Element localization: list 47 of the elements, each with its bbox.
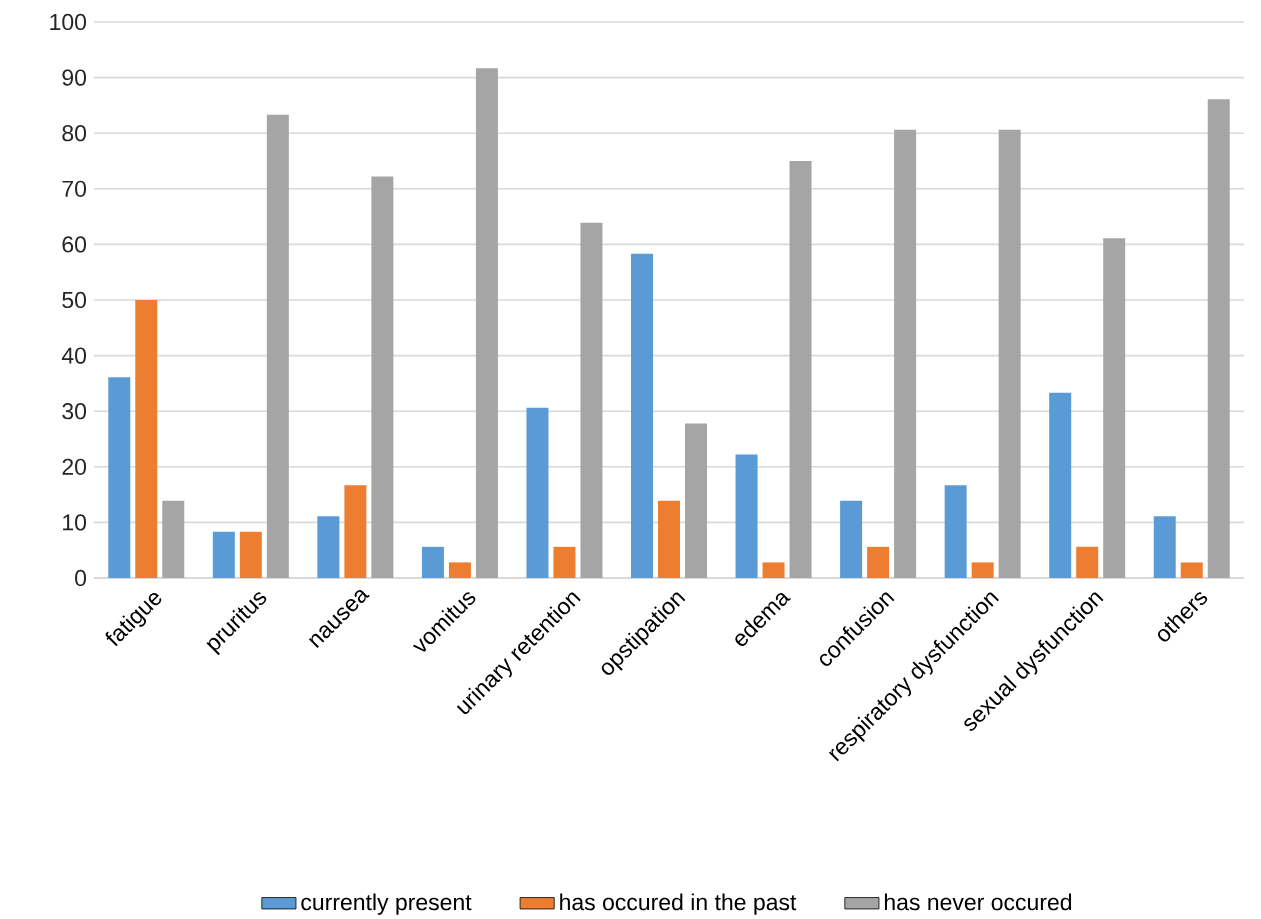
bar bbox=[1207, 99, 1230, 578]
y-tick-label: 50 bbox=[62, 291, 87, 309]
bar bbox=[553, 546, 576, 578]
bar bbox=[580, 222, 603, 578]
bar bbox=[685, 423, 708, 578]
bar bbox=[894, 129, 917, 578]
bar bbox=[971, 562, 994, 578]
bar bbox=[239, 531, 262, 578]
legend-label: has never occured bbox=[884, 893, 1072, 911]
y-tick-label: 90 bbox=[62, 69, 87, 86]
bar bbox=[658, 500, 681, 578]
y-tick-label: 60 bbox=[62, 236, 87, 253]
bar bbox=[631, 253, 654, 578]
bar bbox=[867, 546, 890, 578]
bar bbox=[162, 500, 185, 578]
bar bbox=[317, 516, 340, 578]
bar bbox=[1153, 516, 1176, 578]
y-tick-label: 20 bbox=[62, 458, 87, 475]
y-tick-label: 100 bbox=[50, 13, 87, 31]
y-tick-label: 10 bbox=[63, 514, 87, 531]
bar bbox=[108, 377, 131, 578]
bar bbox=[944, 485, 967, 578]
y-tick-label: 40 bbox=[61, 347, 87, 364]
bar bbox=[1180, 562, 1203, 578]
bar bbox=[448, 562, 471, 578]
legend-label: currently present bbox=[301, 893, 472, 915]
y-tick-label: 30 bbox=[62, 403, 87, 420]
y-tick-label: 0 bbox=[75, 569, 87, 587]
bar bbox=[735, 454, 758, 578]
bar bbox=[266, 114, 289, 578]
y-tick-label: 70 bbox=[62, 180, 87, 197]
bar bbox=[1076, 546, 1099, 578]
bar bbox=[1103, 238, 1126, 578]
bar bbox=[212, 531, 235, 578]
bar bbox=[1049, 392, 1072, 578]
bar bbox=[371, 176, 394, 578]
bar bbox=[526, 407, 549, 578]
bar bbox=[135, 299, 158, 578]
bar bbox=[475, 68, 498, 578]
bar bbox=[344, 485, 367, 578]
bar bbox=[998, 129, 1021, 578]
y-tick-label: 80 bbox=[62, 125, 87, 142]
bar bbox=[789, 160, 812, 578]
bar bbox=[840, 500, 863, 578]
legend-label: has occured in the past bbox=[560, 893, 797, 915]
bar bbox=[762, 562, 785, 578]
bar bbox=[421, 546, 444, 578]
